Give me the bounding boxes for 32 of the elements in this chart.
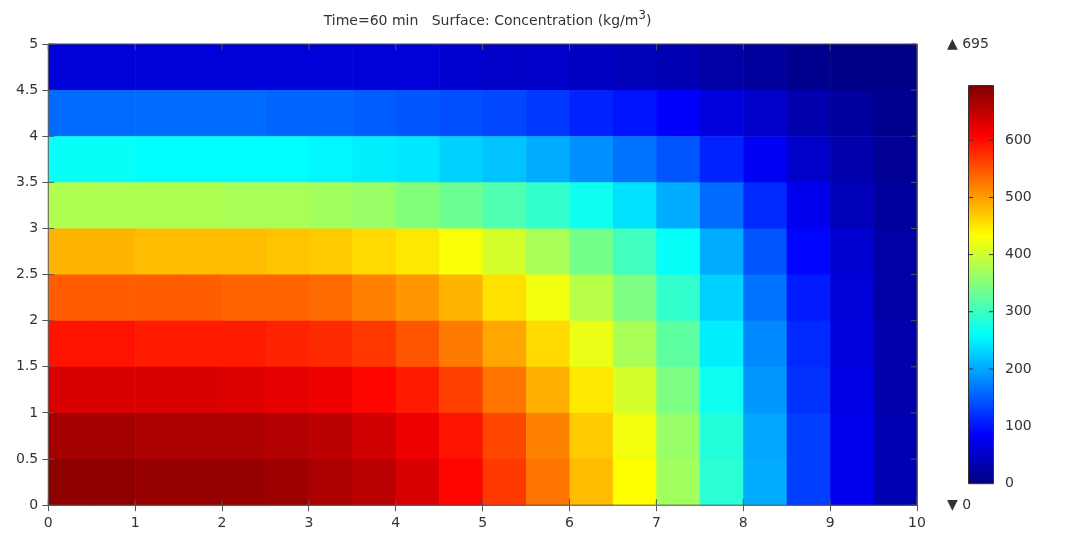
y-tick-label: 2 <box>29 311 39 328</box>
y-tick-label: 4 <box>29 126 39 143</box>
y-tick-label: 1 <box>29 403 39 420</box>
text: ▲ 695 <box>947 34 989 51</box>
chart-title: Time=60 min Surface: Concentration (kg/m$^{3}$) <box>322 8 653 30</box>
x-tick-label: 8 <box>738 514 748 531</box>
y-tick-label: 3.5 <box>16 173 39 189</box>
x-tick-label: 6 <box>565 514 575 531</box>
color-bar-label: 300 <box>1005 302 1032 319</box>
y-tick-label: 4.5 <box>16 80 39 97</box>
x-tick-label: 3 <box>304 514 314 531</box>
y-tick-label: 0 <box>29 495 39 512</box>
y-tick-label: 5 <box>29 34 39 51</box>
color-bar-label: 500 <box>1005 188 1032 205</box>
x-tick-label: 5 <box>478 514 488 531</box>
x-tick-label: 4 <box>391 514 401 531</box>
x-tick-label: 9 <box>825 514 835 531</box>
x-tick-label: 2 <box>217 514 227 531</box>
color-bar-label: 200 <box>1005 359 1032 376</box>
text: ▼ 0 <box>947 495 972 512</box>
color-bar-label: 100 <box>1005 416 1032 433</box>
x-tick-label: 10 <box>908 514 926 531</box>
color-bar-label: 400 <box>1005 245 1032 262</box>
y-tick-label: 3 <box>29 219 39 236</box>
color-bar-label: 0 <box>1005 473 1014 490</box>
y-tick-label: 0.5 <box>16 449 39 466</box>
y-tick-label: 2.5 <box>16 265 39 282</box>
x-tick-label: 0 <box>43 514 53 531</box>
x-tick-label: 7 <box>651 514 661 531</box>
color-bar-label: 600 <box>1005 130 1032 147</box>
x-tick-label: 1 <box>130 514 140 531</box>
y-tick-label: 1.5 <box>16 357 39 374</box>
